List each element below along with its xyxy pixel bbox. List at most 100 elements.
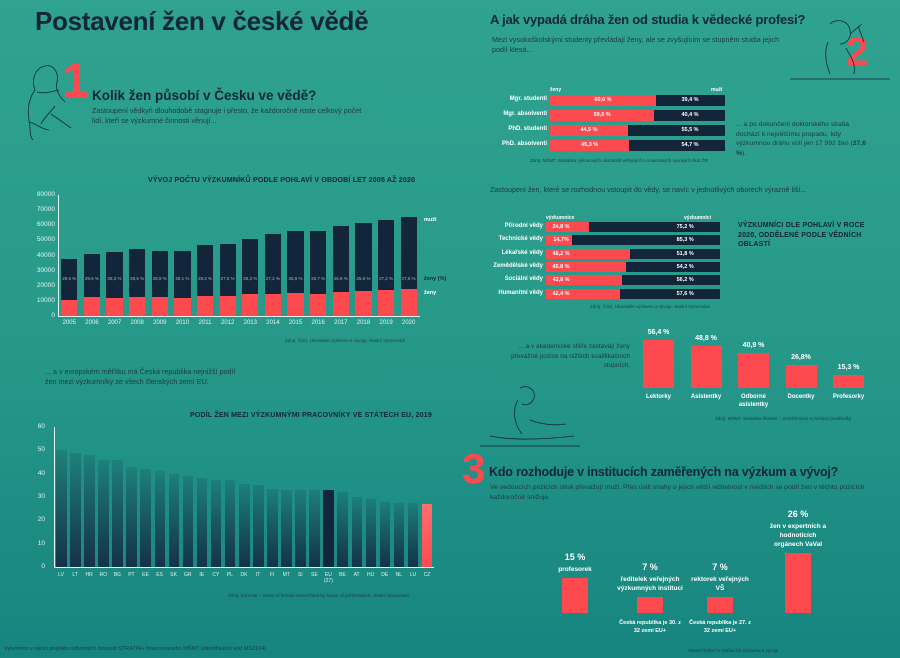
- bar-women: [546, 248, 630, 259]
- x-tick-label: DE: [381, 572, 389, 578]
- value-women: 45,3 %: [581, 142, 599, 148]
- share-label: 29,5 %: [84, 276, 99, 281]
- value-women: 43,8 %: [552, 277, 570, 284]
- legend-men: muži: [711, 87, 723, 93]
- x-tick-label: HU: [367, 572, 375, 578]
- leadership-label-group: 7 % rektorek veřejných VŠ: [687, 562, 753, 593]
- y-tick-label: 20: [37, 516, 45, 524]
- legend-researchers-m: výzkumníci: [684, 215, 711, 221]
- bar-men: [83, 253, 101, 297]
- share-label: 28,5 %: [130, 276, 145, 281]
- share-label: 28,3 %: [243, 276, 258, 281]
- x-tick-label: RO: [99, 572, 108, 578]
- bar-women: [174, 297, 191, 316]
- bar-women: [546, 235, 572, 246]
- value-label: 7 %: [642, 561, 658, 572]
- scientist-illustration-icon: [790, 20, 890, 80]
- share-label: 25,6 %: [356, 276, 371, 281]
- legend-men: muži: [424, 217, 437, 223]
- category-label: rektorek veřejných VŠ: [691, 575, 749, 592]
- y-tick-label: 40: [37, 469, 45, 477]
- share-label: 27,5 %: [220, 276, 235, 281]
- value-label: 26 %: [787, 509, 809, 519]
- bar-hu: [365, 499, 377, 567]
- bar-men: [627, 125, 725, 136]
- chart4-source: Zdroj: ČSÚ, Ukazatele výzkumu a vývoje; …: [590, 304, 711, 309]
- bar-se: [309, 490, 320, 567]
- value-men: 85,3 %: [676, 237, 694, 244]
- x-tick-label: 2011: [198, 320, 212, 326]
- row-label: Mgr. absolventi: [503, 111, 547, 117]
- y-tick-label: 0: [51, 312, 55, 319]
- chart2-source: Zdroj: Eurostat – Share of female resear…: [228, 593, 410, 598]
- bar-men: [287, 230, 304, 294]
- x-tick-label: 2012: [221, 320, 235, 326]
- bar-men: [589, 222, 720, 232]
- x-tick-label: 2016: [311, 320, 325, 326]
- share-label: 27,6 %: [401, 276, 416, 281]
- bar-women: [546, 261, 626, 272]
- researcher-illustration-icon: [27, 65, 72, 141]
- bar-men: [656, 95, 725, 106]
- phd-text-a: ... a po dokončení doktorského studia do…: [736, 121, 853, 147]
- bar-men: [310, 231, 327, 294]
- row-label: Technické vědy: [498, 236, 543, 243]
- y-tick-label: 30000: [36, 266, 55, 274]
- bar-men: [106, 252, 123, 298]
- x-tick-label: GR: [183, 572, 192, 578]
- category-label: Asistentky: [690, 394, 722, 400]
- y-tick-label: 50000: [36, 236, 55, 244]
- row-label: Humanitní vědy: [498, 289, 543, 296]
- bar-men: [625, 261, 720, 272]
- section-2-desc: Mezi vysokoškolskými studenty převládají…: [492, 35, 780, 54]
- bar-women: [355, 291, 372, 316]
- y-tick-label: 30: [37, 493, 45, 500]
- section-3-desc: Ve vedoucích pozicích silně převažují mu…: [490, 484, 865, 501]
- eu-text: ... a v evropském měřítku má Česká repub…: [45, 367, 236, 386]
- share-label: 27,2 %: [379, 276, 394, 281]
- share-label: 28,3 %: [107, 276, 122, 281]
- legend-women: ženy: [424, 290, 437, 296]
- legend-share: ženy (%): [424, 276, 447, 282]
- y-tick-label: 10000: [36, 296, 55, 304]
- x-tick-label: AT: [353, 572, 360, 578]
- bar-be: [337, 492, 349, 567]
- academic-text: ... a v akademické sféře zastávají ženy …: [511, 343, 630, 369]
- bar-de: [379, 501, 391, 567]
- x-axis: [58, 316, 420, 317]
- bar-men: [151, 251, 168, 298]
- writer-illustration-icon: [480, 386, 580, 447]
- bar-women: [129, 297, 146, 316]
- share-label: 28,1 %: [175, 276, 190, 281]
- bar-women: [546, 275, 623, 286]
- leadership-label-group: 15 % profesorek: [542, 552, 608, 574]
- bar-men: [629, 140, 725, 151]
- section-2-heading: A jak vypadá dráha žen od studia k vědec…: [490, 12, 806, 27]
- bar-men: [196, 245, 214, 296]
- bar-men: [622, 275, 720, 286]
- bar-ro: [98, 459, 109, 567]
- share-label: 28,9 %: [152, 276, 167, 281]
- fields-intro: Zastoupení žen, které se rozhodnou vstou…: [490, 185, 807, 194]
- share-label: 29,6 %: [62, 276, 77, 281]
- bar-lv: [56, 450, 67, 567]
- academic-chart: 56,4 % Lektorky 48,8 % Asistentky 40,9 % Odbo…: [643, 335, 864, 400]
- footer-note: Vytvořeno v rámci projektu odborných čin…: [4, 646, 268, 652]
- bar-women: [546, 222, 590, 232]
- row-label: Zemědělské vědy: [493, 262, 543, 269]
- value-women: 45,8 %: [552, 263, 570, 270]
- value-label: 48,8 %: [695, 335, 717, 343]
- bar-ee: [140, 469, 151, 567]
- bar-hr: [84, 455, 95, 567]
- x-tick-label: NL: [395, 572, 402, 578]
- x-tick-label: CZ: [423, 572, 431, 578]
- bar-dk: [238, 484, 250, 567]
- y-tick-label: 20000: [36, 281, 55, 289]
- bar-es: [154, 471, 166, 567]
- y-tick-label: 80000: [36, 191, 55, 198]
- value-men: 57,6 %: [676, 290, 694, 297]
- x-tick-label: IE: [199, 572, 205, 578]
- bar-mt: [281, 490, 292, 567]
- x-tick-label: ES: [156, 572, 163, 578]
- bar-si: [295, 490, 306, 567]
